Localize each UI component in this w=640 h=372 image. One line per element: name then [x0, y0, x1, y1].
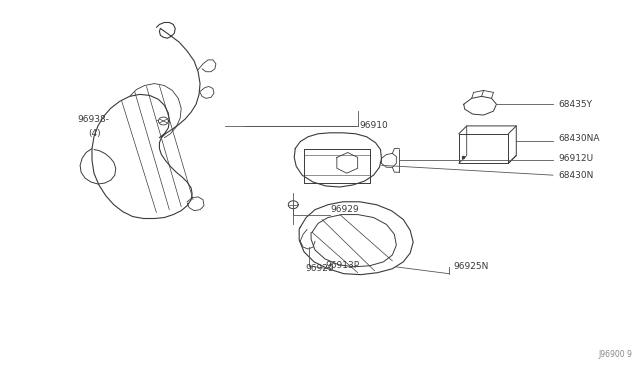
Text: 96910: 96910	[360, 121, 388, 131]
Text: 96912U: 96912U	[558, 154, 593, 163]
Text: 96913P: 96913P	[325, 261, 359, 270]
Text: 96929: 96929	[330, 205, 358, 214]
Text: 68435Y: 68435Y	[558, 100, 592, 109]
Text: (4): (4)	[88, 129, 100, 138]
Text: 96925N: 96925N	[454, 262, 489, 271]
Text: J96900 9: J96900 9	[598, 350, 632, 359]
Text: 96929: 96929	[305, 264, 333, 273]
Text: 96938-: 96938-	[77, 115, 109, 124]
Text: 68430NA: 68430NA	[558, 134, 600, 143]
Text: 68430N: 68430N	[558, 171, 593, 180]
